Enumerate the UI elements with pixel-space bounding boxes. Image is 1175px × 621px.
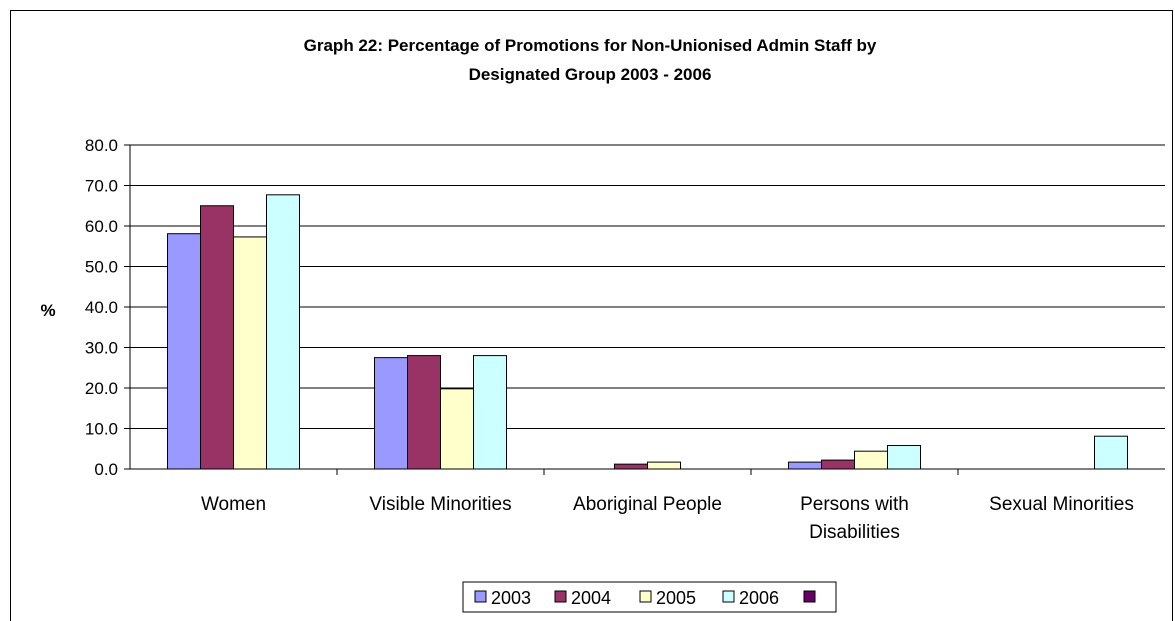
legend-label: 2003 — [491, 588, 531, 608]
legend-label: 2004 — [571, 588, 611, 608]
bar-2006-visible-minorities — [473, 355, 507, 470]
legend-swatch — [554, 590, 567, 603]
bar-2005-visible-minorities — [440, 388, 474, 470]
chart-frame — [10, 10, 1173, 621]
bar-2004-women — [200, 205, 234, 470]
y-tick-label: 70.0 — [85, 177, 118, 196]
x-tick-label: Persons with — [800, 494, 909, 515]
y-tick-label: 60.0 — [85, 217, 118, 236]
bar-2003-visible-minorities — [374, 357, 408, 470]
x-tick-label: Aboriginal People — [573, 494, 722, 515]
bar-2003-persons-with-disabilities — [788, 461, 822, 470]
legend-swatch — [639, 590, 652, 603]
bar-2006-sexual-minorities — [1094, 435, 1128, 470]
legend-label: 2005 — [656, 588, 696, 608]
y-tick-label: 80.0 — [85, 136, 118, 155]
y-tick-label: 0.0 — [94, 460, 118, 479]
x-tick-label: Sexual Minorities — [989, 494, 1134, 515]
chart-title-line2: Designated Group 2003 - 2006 — [469, 65, 712, 84]
bar-2003-women — [167, 233, 201, 470]
chart-title-line1: Graph 22: Percentage of Promotions for N… — [304, 36, 877, 55]
bar-2005-women — [233, 236, 267, 470]
y-tick-label: 50.0 — [85, 258, 118, 277]
y-tick-label: 30.0 — [85, 339, 118, 358]
x-tick-label: Disabilities — [809, 522, 900, 543]
bar-2004-persons-with-disabilities — [821, 459, 855, 470]
legend-label: 2006 — [739, 588, 779, 608]
bar-2004-aboriginal-people — [614, 463, 648, 470]
bar-2005-aboriginal-people — [647, 461, 681, 470]
legend-swatch — [803, 590, 816, 603]
y-tick-label: 20.0 — [85, 379, 118, 398]
bar-2004-visible-minorities — [407, 355, 441, 470]
y-axis-label: % — [40, 301, 55, 320]
y-tick-label: 10.0 — [85, 420, 118, 439]
legend-swatch — [474, 590, 487, 603]
legend-swatch — [722, 590, 735, 603]
x-tick-label: Women — [201, 494, 266, 515]
bar-2006-women — [266, 194, 300, 470]
bar-2006-persons-with-disabilities — [887, 445, 921, 470]
y-tick-label: 40.0 — [85, 298, 118, 317]
x-tick-label: Visible Minorities — [369, 494, 511, 515]
bar-2005-persons-with-disabilities — [854, 450, 888, 470]
